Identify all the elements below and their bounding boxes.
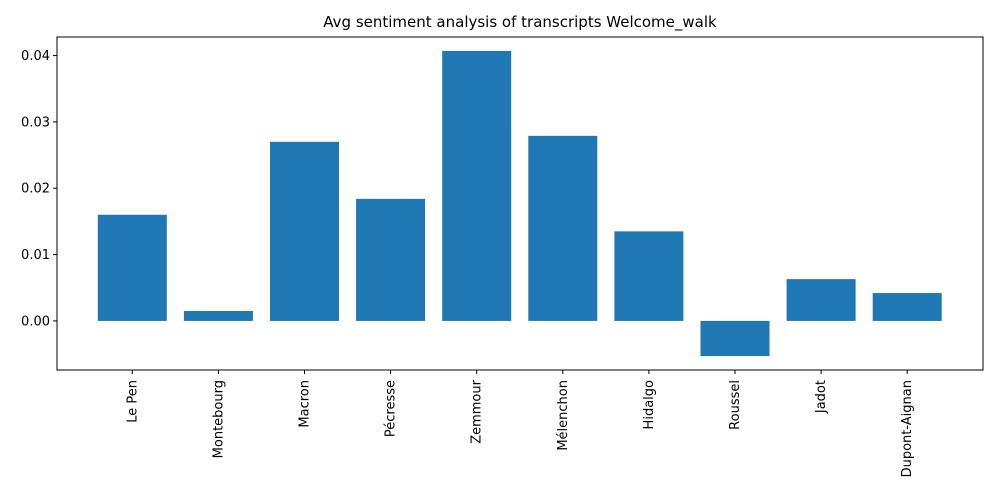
chart-title: Avg sentiment analysis of transcripts We… (323, 13, 717, 32)
x-tick-label: Macron (298, 380, 313, 428)
bar-macron (270, 141, 339, 321)
y-tick-label: 0.02 (21, 182, 50, 197)
y-axis: 0.00 0.01 0.02 0.03 0.04 (21, 49, 57, 329)
y-tick-label: 0.00 (21, 314, 50, 329)
bar-jadot (786, 279, 856, 321)
y-tick-label: 0.03 (21, 115, 50, 130)
x-tick-label: Zemmour (470, 379, 485, 443)
bar-dupont-aignan (872, 293, 942, 321)
bar-le-pen (97, 214, 167, 321)
plot-frame (56, 36, 984, 371)
bar-montebourg (183, 310, 253, 321)
x-tick-label: Pécresse (384, 380, 399, 437)
bar-m-lenchon (528, 135, 598, 321)
bar-zemmour (442, 50, 512, 321)
x-tick-label: Mélenchon (556, 380, 571, 451)
x-tick-label: Hidalgo (642, 380, 657, 429)
bar-p-cresse (356, 198, 426, 321)
x-tick-label: Jadot (814, 380, 829, 414)
y-tick-label: 0.01 (21, 248, 50, 263)
x-tick-label: Dupont-Aignan (900, 380, 915, 477)
bar-roussel (700, 320, 770, 357)
x-tick-label: Roussel (728, 380, 743, 430)
x-axis: Le Pen Montebourg Macron Pécresse Zemmour Mél… (125, 370, 915, 477)
bars-group (97, 50, 942, 357)
bar-hidalgo (614, 231, 684, 321)
x-tick-label: Le Pen (125, 380, 140, 423)
x-tick-label: Montebourg (211, 380, 226, 458)
y-tick-label: 0.04 (21, 49, 50, 64)
